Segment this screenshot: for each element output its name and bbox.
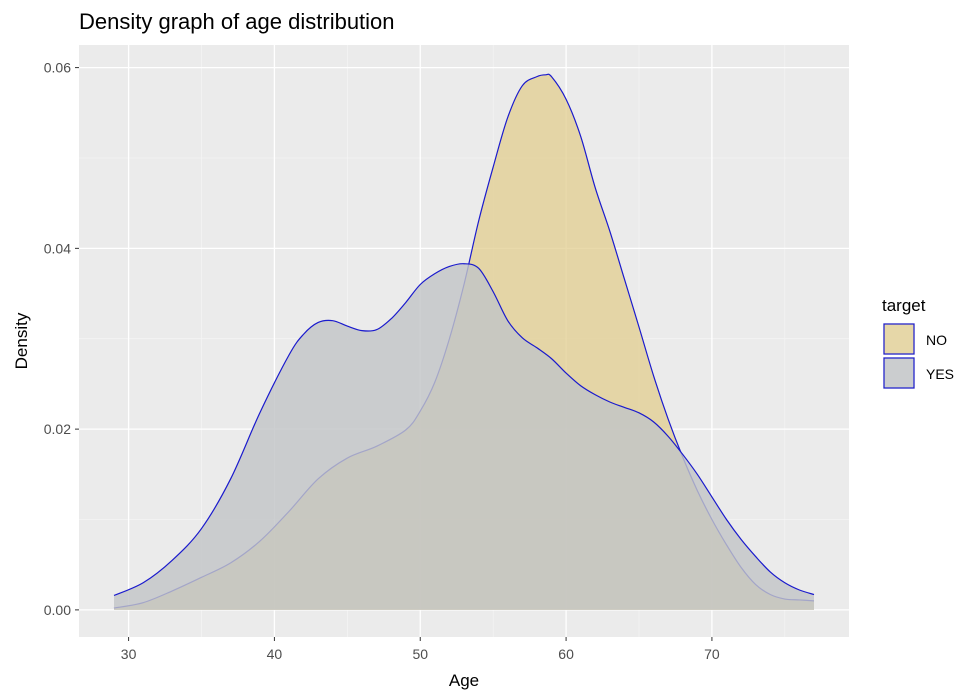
y-tick-label: 0.02 [44,421,71,437]
legend-items: NO YES [883,323,954,389]
x-axis-title: Age [449,671,479,690]
x-axis: 30 40 50 60 70 [121,637,720,662]
legend-swatch-yes [883,357,915,389]
x-tick-label: 30 [121,646,137,662]
density-area-yes [114,263,814,610]
chart-title: Density graph of age distribution [79,9,395,34]
x-tick-label: 60 [558,646,574,662]
legend-title: target [882,296,926,315]
legend-label-no: NO [926,332,947,348]
density-areas [113,73,815,610]
y-axis-title: Density [12,312,31,369]
y-axis: 0.00 0.02 0.04 0.06 [44,60,79,618]
legend-swatch-no [883,323,915,355]
y-tick-label: 0.00 [44,602,71,618]
y-tick-label: 0.04 [44,240,71,256]
legend-label-yes: YES [926,366,954,382]
y-tick-label: 0.06 [44,60,71,76]
x-tick-label: 40 [267,646,283,662]
x-tick-label: 50 [412,646,428,662]
x-tick-label: 70 [704,646,720,662]
legend: target NO YES [882,296,954,389]
density-line-yes [113,263,815,596]
